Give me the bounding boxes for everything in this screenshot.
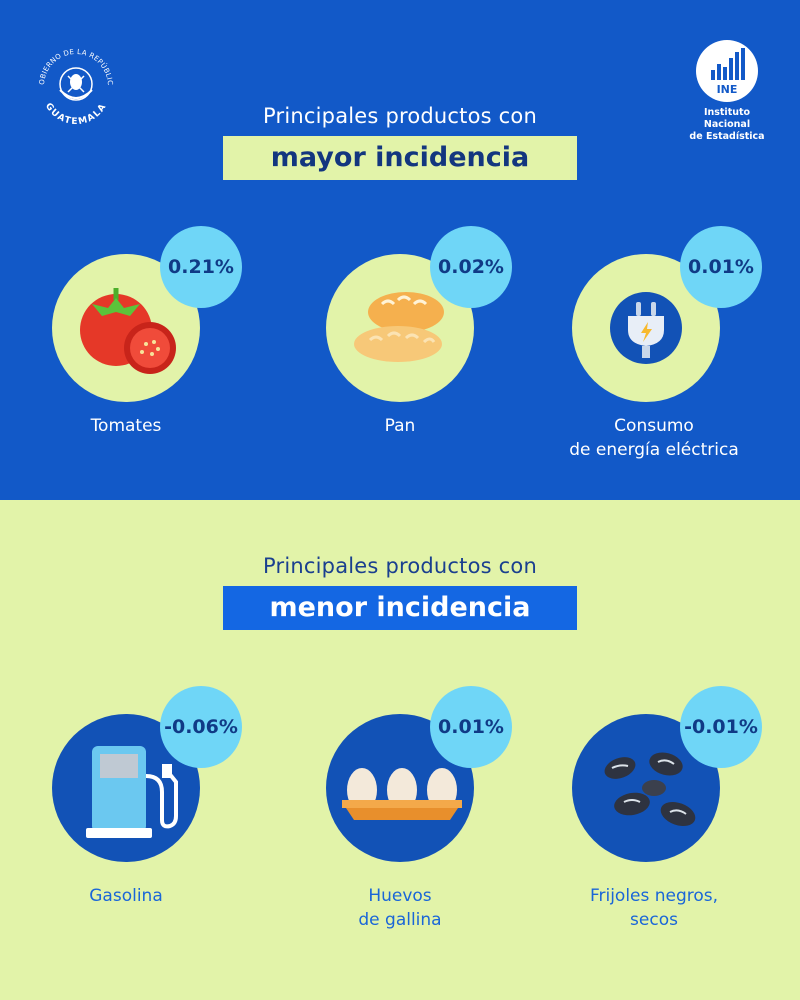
item-label: Frijoles negros, secos	[524, 884, 784, 932]
bottom-section: Principales productos con menor incidenc…	[0, 500, 800, 1000]
incidence-badge: -0.01%	[680, 686, 762, 768]
incidence-badge: 0.02%	[430, 226, 512, 308]
item-label-line1: Huevos	[368, 886, 432, 906]
ine-name-line1: Instituto Nacional	[703, 107, 751, 130]
item-label-line1: Frijoles negros,	[589, 886, 719, 906]
item-label-line2: secos	[630, 910, 678, 930]
incidence-badge: 0.01%	[680, 226, 762, 308]
bread-icon	[354, 292, 444, 362]
top-highlight-title: mayor incidencia	[223, 136, 577, 180]
ine-name-line2: de Estadística	[689, 131, 765, 142]
item-label: Gasolina	[89, 886, 163, 906]
fuel-pump-icon	[86, 746, 178, 838]
power-plug-icon	[610, 292, 682, 364]
black-beans-icon	[604, 752, 696, 827]
bottom-highlight-title: menor incidencia	[223, 586, 577, 630]
item-label: Tomates	[90, 416, 162, 436]
eggs-icon	[342, 768, 462, 820]
guatemala-seal-logo: GOBIERNO DE LA REPÚBLICA GUATEMALA	[27, 34, 122, 132]
incidence-badge: -0.06%	[160, 686, 242, 768]
item-label-line2: de gallina	[358, 910, 442, 930]
top-subtitle: Principales productos con	[263, 104, 537, 128]
top-section: GOBIERNO DE LA REPÚBLICA GUATEMALA INE	[0, 0, 800, 500]
tomato-icon	[80, 288, 176, 374]
item-label: Pan	[384, 416, 416, 436]
incidence-badge: 0.01%	[430, 686, 512, 768]
item-label-line2: de energía eléctrica	[569, 440, 739, 460]
ine-chart-icon: INE	[696, 40, 758, 102]
item-label-line1: Consumo	[614, 416, 694, 436]
ine-logo: INE Instituto Nacional de Estadística	[682, 40, 772, 143]
item-label: Consumo de energía eléctrica	[524, 414, 784, 462]
item-label: Huevos de gallina	[270, 884, 530, 932]
bottom-subtitle: Principales productos con	[263, 554, 537, 578]
svg-text:INE: INE	[717, 83, 738, 96]
incidence-badge: 0.21%	[160, 226, 242, 308]
